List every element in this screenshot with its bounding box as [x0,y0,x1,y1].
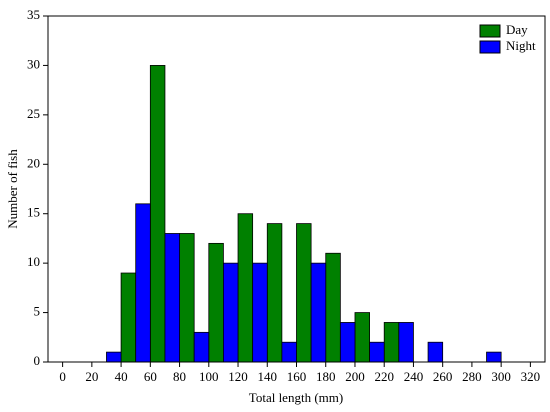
bar [252,262,268,363]
bar [106,351,122,363]
x-tick-label: 320 [521,369,541,384]
y-tick-label: 10 [27,254,40,269]
bar [369,341,385,363]
y-tick-label: 35 [27,7,40,22]
bar [427,341,444,363]
x-axis-label: Total length (mm) [249,390,343,405]
legend-label: Day [506,22,528,37]
bar [149,65,166,363]
x-tick-label: 300 [491,369,511,384]
x-tick-label: 60 [144,369,157,384]
x-tick-label: 40 [115,369,128,384]
bar [354,312,370,363]
x-tick-label: 280 [462,369,482,384]
x-tick-label: 20 [85,369,98,384]
legend-label: Night [506,38,536,53]
x-tick-label: 260 [433,369,453,384]
plot-frame [47,15,546,363]
bar [164,233,180,363]
bar [281,341,297,363]
legend-swatch [479,40,501,54]
bar [325,252,341,363]
bar [398,322,414,363]
bar [296,223,312,363]
x-tick-label: 100 [199,369,219,384]
bar [179,233,195,363]
bar [223,262,239,363]
bar [120,272,137,363]
y-tick-label: 15 [27,205,40,220]
x-tick-label: 200 [345,369,365,384]
bar [135,203,151,363]
bar [266,223,283,363]
bar [486,351,502,363]
y-axis-label: Number of fish [5,149,20,229]
x-tick-label: 140 [258,369,278,384]
x-tick-label: 240 [404,369,424,384]
y-tick-label: 30 [27,56,40,71]
x-tick-label: 160 [287,369,307,384]
bar [208,242,224,363]
bar [193,331,210,363]
x-tick-label: 180 [316,369,336,384]
y-tick-label: 25 [27,106,40,121]
bar [310,262,327,363]
x-tick-label: 80 [173,369,186,384]
bar [339,322,356,363]
y-tick-label: 5 [34,304,41,319]
x-tick-label: 220 [374,369,394,384]
bar [237,213,254,363]
y-tick-label: 20 [27,155,40,170]
y-tick-label: 0 [34,353,41,368]
x-tick-label: 0 [59,369,66,384]
x-tick-label: 120 [228,369,248,384]
bar [383,322,400,363]
legend-swatch [479,24,501,38]
